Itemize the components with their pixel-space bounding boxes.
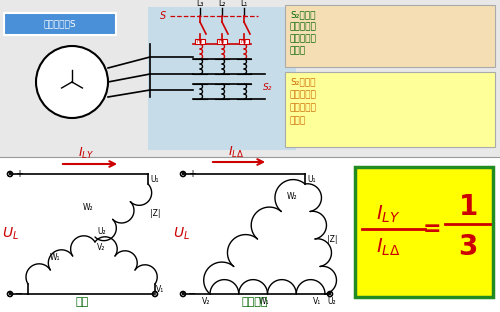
Text: W₂: W₂ xyxy=(83,203,94,212)
Text: U₁: U₁ xyxy=(150,175,158,184)
Text: V₁: V₁ xyxy=(156,285,164,294)
Bar xyxy=(0,0,500,157)
Text: $I_{LY}$: $I_{LY}$ xyxy=(78,146,94,161)
Text: S₂下合：: S₂下合： xyxy=(290,77,316,86)
Bar xyxy=(239,39,249,44)
Text: 压器，全压: 压器，全压 xyxy=(290,34,317,43)
Text: 合刀闸开关S: 合刀闸开关S xyxy=(44,19,76,28)
Text: S₂: S₂ xyxy=(263,82,272,91)
Bar xyxy=(217,39,227,44)
Text: V₂: V₂ xyxy=(202,297,210,306)
Text: |Z|: |Z| xyxy=(327,235,338,243)
Text: S: S xyxy=(160,11,166,21)
Text: S₂上合：: S₂上合： xyxy=(290,10,316,19)
Text: 切除自耦变: 切除自耦变 xyxy=(290,22,317,31)
Text: |Z|: |Z| xyxy=(150,208,160,217)
Text: +: + xyxy=(15,169,23,179)
Text: =: = xyxy=(422,219,442,239)
Text: U₁: U₁ xyxy=(307,175,316,184)
Text: 工作。: 工作。 xyxy=(290,46,306,55)
Bar xyxy=(195,39,205,44)
Circle shape xyxy=(36,46,108,118)
Text: L₁: L₁ xyxy=(240,0,248,8)
Text: 接入自耦变: 接入自耦变 xyxy=(290,90,317,99)
Text: 起动: 起动 xyxy=(76,297,88,307)
Text: $I_{L\Delta}$: $I_{L\Delta}$ xyxy=(228,145,244,160)
Text: −: − xyxy=(188,289,196,299)
Text: 起动。: 起动。 xyxy=(290,116,306,125)
Text: L₃: L₃ xyxy=(196,0,203,8)
Bar xyxy=(355,167,493,297)
Text: FU: FU xyxy=(197,39,203,44)
Text: +: + xyxy=(188,169,196,179)
Bar xyxy=(0,157,500,312)
Text: FU: FU xyxy=(219,39,225,44)
Text: $I_{LY}$: $I_{LY}$ xyxy=(376,203,400,225)
Bar xyxy=(285,72,495,147)
Text: V₂: V₂ xyxy=(97,243,106,252)
Text: U₂: U₂ xyxy=(97,227,106,236)
Text: V₁: V₁ xyxy=(313,297,321,306)
Text: W₂: W₂ xyxy=(287,192,298,201)
Text: 1: 1 xyxy=(458,193,477,221)
Bar xyxy=(148,7,296,150)
Text: $U_L$: $U_L$ xyxy=(2,226,19,242)
Text: $U_L$: $U_L$ xyxy=(173,226,190,242)
Text: 压器，降压: 压器，降压 xyxy=(290,103,317,112)
Text: 3: 3 xyxy=(458,233,477,261)
Text: FU: FU xyxy=(241,39,247,44)
FancyBboxPatch shape xyxy=(4,13,116,35)
Text: U₂: U₂ xyxy=(327,297,336,306)
Text: W₁: W₁ xyxy=(50,253,60,262)
Text: L₂: L₂ xyxy=(218,0,226,8)
Text: W₁: W₁ xyxy=(259,297,270,306)
Text: 正常运行: 正常运行 xyxy=(242,297,268,307)
Text: $I_{L\Delta}$: $I_{L\Delta}$ xyxy=(376,236,400,258)
Bar xyxy=(285,5,495,67)
Text: −: − xyxy=(15,289,23,299)
